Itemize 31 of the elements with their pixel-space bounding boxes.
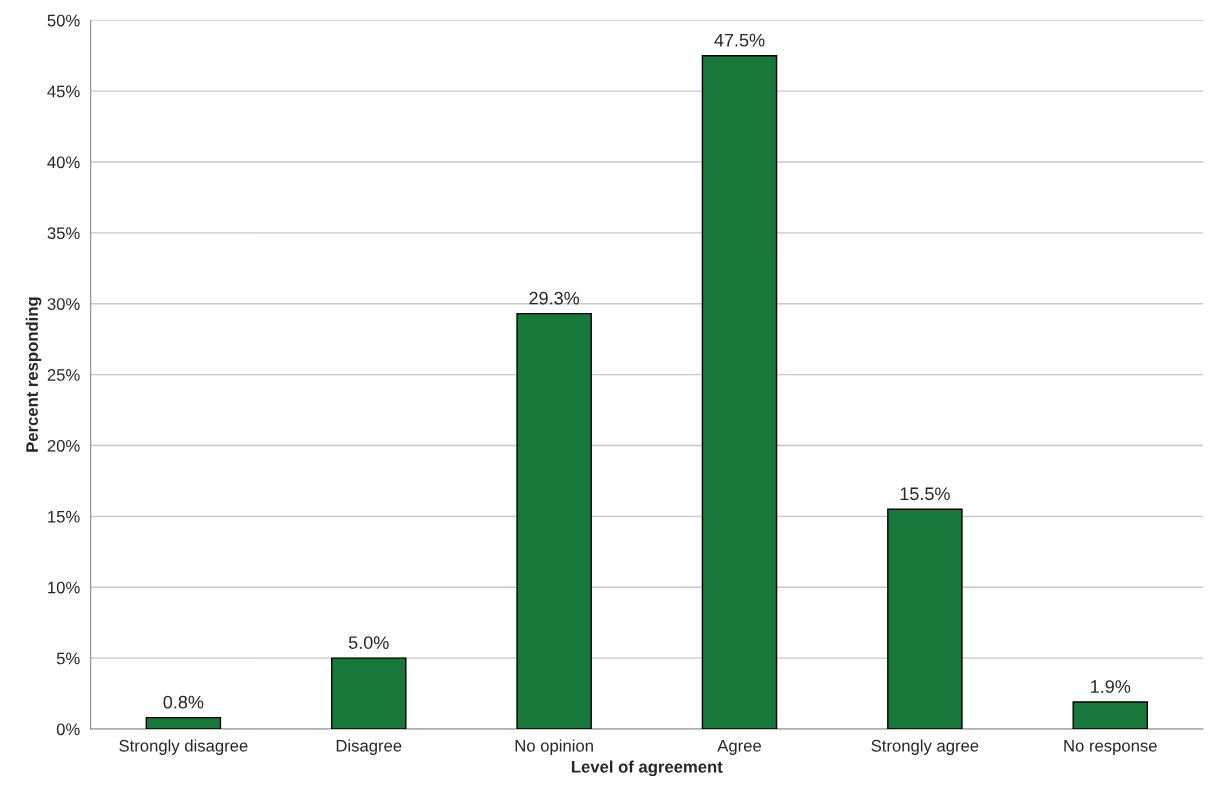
bar: [701, 54, 778, 729]
x-tick-label: Agree: [717, 740, 761, 755]
y-tick-label: 50%: [47, 14, 80, 27]
x-tick-label: No response: [1064, 740, 1157, 755]
bar: [516, 312, 592, 729]
data-label: 0.8%: [163, 695, 204, 709]
x-tick-label: Strongly disagree: [119, 739, 248, 755]
data-label: 29.3%: [529, 291, 580, 305]
x-axis-title: Level of agreement: [571, 760, 723, 777]
bar: [1072, 701, 1149, 729]
x-tick-label: Strongly agree: [871, 739, 979, 755]
y-tick-label: 35%: [47, 227, 80, 240]
x-tick-label: No opinion: [515, 739, 593, 755]
bar: [330, 657, 407, 729]
data-label: 5.0%: [348, 636, 389, 649]
x-tick-label: Disagree: [336, 739, 402, 755]
bar: [145, 716, 222, 729]
bar: [887, 508, 963, 729]
y-axis-title: Percent responding: [25, 297, 42, 452]
y-tick-label: 0%: [56, 723, 80, 736]
data-label: 47.5%: [714, 33, 765, 47]
y-tick-label: 40%: [47, 156, 80, 169]
y-tick-label: 30%: [47, 298, 80, 310]
data-label: 1.9%: [1091, 680, 1131, 693]
y-tick-label: 25%: [47, 369, 80, 381]
data-label: 15.5%: [900, 487, 950, 501]
y-tick-label: 15%: [48, 510, 80, 523]
y-tick-label: 5%: [56, 652, 80, 665]
y-tick-label: 45%: [47, 85, 80, 98]
y-tick-label: 20%: [47, 439, 80, 452]
y-tick-label: 10%: [48, 581, 80, 594]
